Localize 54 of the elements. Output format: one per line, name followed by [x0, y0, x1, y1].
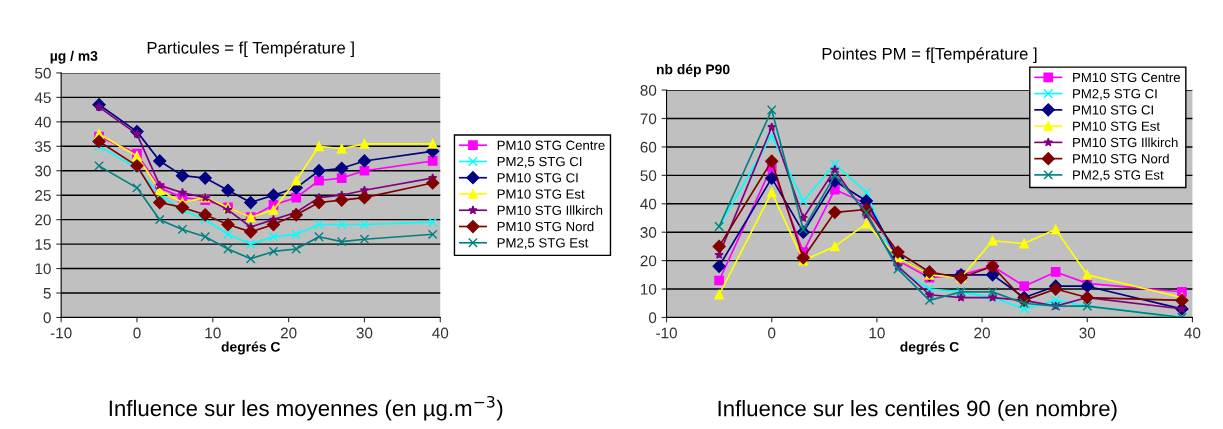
- x-tick-label: 30: [1079, 327, 1096, 339]
- legend-label: PM10 STG Centre: [1073, 72, 1180, 83]
- y-tick-label: 10: [640, 283, 657, 295]
- x-tick-label: 10: [869, 327, 885, 339]
- x-axis-title: degrés C: [900, 341, 959, 355]
- text: Influence sur les centiles 90 (en nombre): [718, 400, 1117, 421]
- legend-label: PM10 STG Illkirch: [1073, 137, 1178, 148]
- y-tick-label: 0: [43, 312, 51, 324]
- y-tick-label: 0: [648, 312, 657, 324]
- x-tick-label: 40: [1184, 327, 1201, 339]
- x-tick-label: 0: [768, 327, 776, 339]
- legend-label: PM10 STG Nord: [1073, 153, 1169, 164]
- legend-label: PM10 STG Est: [497, 189, 585, 199]
- chart-title: Pointes PM = f[Température ]: [822, 47, 1037, 63]
- y-tick-label: 25: [35, 190, 51, 201]
- x-tick-label: 30: [356, 327, 373, 339]
- x-tick-label: 40: [432, 327, 449, 339]
- y-tick-label: 20: [35, 214, 51, 226]
- x-tick-label: 20: [974, 327, 990, 339]
- legend-label: PM2,5 STG Est: [497, 238, 589, 250]
- y-axis-title: nb dép P90: [656, 63, 730, 78]
- y-tick-label: 30: [640, 227, 657, 238]
- y-tick-label: 60: [640, 141, 657, 153]
- y-tick-label: 15: [35, 239, 51, 250]
- x-tick-label: -10: [50, 327, 72, 339]
- y-axis-title: µg / m3: [50, 50, 98, 64]
- legend-label: PM10 STG Nord: [497, 221, 594, 232]
- x-axis-title: degrés C: [221, 341, 281, 355]
- x-tick-label: -10: [656, 327, 677, 339]
- y-tick-label: 50: [640, 170, 657, 182]
- legend-label: PM10 STG Illkirch: [497, 205, 603, 215]
- y-tick-label: 40: [640, 198, 657, 210]
- y-tick-label: 70: [640, 113, 657, 125]
- x-tick-label: 0: [133, 327, 141, 339]
- legend-label: PM10 STG Est: [1073, 121, 1160, 131]
- y-tick-label: 50: [35, 67, 51, 79]
- y-tick-label: 10: [35, 263, 51, 275]
- text: Influence sur les moyennes (en µg.m$^{−3}$): [109, 395, 503, 421]
- y-tick-label: 20: [640, 255, 657, 267]
- y-tick-label: 80: [640, 84, 657, 96]
- legend-label: PM10 STG CI: [497, 173, 578, 183]
- x-tick-label: 10: [205, 327, 221, 339]
- y-tick-label: 45: [34, 92, 51, 104]
- y-tick-label: 30: [35, 165, 51, 177]
- y-tick-label: 5: [43, 288, 51, 299]
- legend-label: PM2,5 STG Est: [1073, 170, 1164, 182]
- legend-label: PM2,5 STG CI: [1073, 89, 1157, 100]
- legend-label: PM10 STG Centre: [497, 140, 605, 150]
- legend-label: PM2,5 STG CI: [497, 156, 582, 168]
- y-tick-label: 40: [34, 116, 51, 128]
- legend-label: PM10 STG CI: [1073, 105, 1153, 115]
- chart-title: Particules = f[ Température ]: [147, 41, 354, 57]
- x-tick-label: 20: [280, 327, 297, 339]
- y-tick-label: 35: [35, 141, 51, 152]
